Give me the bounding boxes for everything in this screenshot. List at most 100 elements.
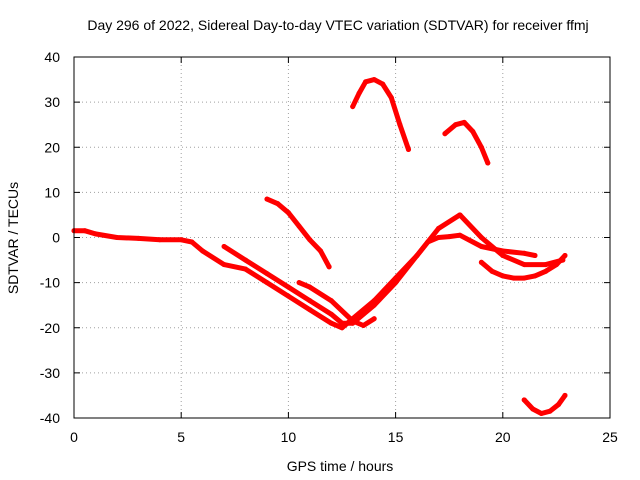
data-point <box>470 128 476 134</box>
data-point <box>264 196 270 202</box>
data-point <box>489 268 495 274</box>
data-point <box>521 262 527 268</box>
data-point <box>264 271 270 277</box>
data-point <box>453 122 459 128</box>
data-point <box>114 235 120 240</box>
data-point <box>532 273 538 279</box>
data-point <box>478 259 484 265</box>
data-point <box>500 253 506 259</box>
data-point <box>178 237 184 243</box>
data-point <box>328 320 334 326</box>
data-point <box>562 392 568 398</box>
data-point <box>307 284 313 290</box>
data-point <box>485 160 491 166</box>
data-point <box>350 318 356 324</box>
data-point <box>553 262 559 268</box>
data-point <box>543 262 549 268</box>
data-point <box>307 237 313 243</box>
data-point <box>285 293 291 299</box>
x-tick-label: 5 <box>177 429 185 445</box>
series-layer <box>71 77 568 416</box>
series-line-arc-3 <box>264 196 332 270</box>
data-point <box>530 406 536 412</box>
y-tick-label: -40 <box>40 410 60 426</box>
data-point <box>562 253 568 259</box>
data-point <box>189 239 195 245</box>
data-point <box>307 307 313 313</box>
data-point <box>393 280 399 286</box>
data-point <box>556 401 562 407</box>
data-point <box>532 253 538 259</box>
data-point <box>285 284 291 290</box>
data-point <box>339 320 345 326</box>
y-tick-label: 0 <box>52 230 60 246</box>
data-point <box>478 144 484 150</box>
data-point <box>380 81 386 87</box>
data-point <box>371 316 377 322</box>
series-line-arc-6 <box>442 119 491 166</box>
data-point <box>511 275 517 281</box>
data-point <box>285 210 291 216</box>
y-tick-label: -20 <box>40 320 60 336</box>
data-point <box>135 235 141 241</box>
data-point <box>371 302 377 308</box>
chart-title: Day 296 of 2022, Sidereal Day-to-day VTE… <box>87 17 588 33</box>
data-point <box>371 77 377 83</box>
data-point <box>478 235 484 240</box>
y-axis-label: SDTVAR / TECUs <box>5 182 21 294</box>
data-point <box>405 147 411 153</box>
data-point <box>446 234 452 240</box>
data-point <box>457 232 463 238</box>
data-point <box>457 212 463 218</box>
series-line-arc-5 <box>350 77 411 152</box>
series-line-arc-1 <box>71 228 538 331</box>
data-point <box>356 90 362 96</box>
data-point <box>243 257 249 263</box>
data-point <box>521 250 527 256</box>
data-point <box>478 244 484 250</box>
data-point <box>200 248 206 254</box>
data-point <box>360 322 366 328</box>
y-tick-label: 40 <box>44 49 60 65</box>
data-point <box>339 325 345 331</box>
y-tick-label: -30 <box>40 365 60 381</box>
x-axis-label: GPS time / hours <box>287 458 394 474</box>
x-tick-label: 25 <box>602 429 618 445</box>
data-point <box>388 95 394 101</box>
data-point <box>397 122 403 128</box>
x-tick-label: 15 <box>388 429 404 445</box>
data-point <box>414 253 420 259</box>
data-point <box>296 280 302 286</box>
y-tick-label: 10 <box>44 184 60 200</box>
data-point <box>442 131 448 137</box>
data-point <box>318 248 324 254</box>
data-point <box>157 237 163 243</box>
data-point <box>326 264 332 270</box>
data-point <box>92 231 98 237</box>
data-point <box>264 280 270 286</box>
data-point <box>521 397 527 403</box>
data-point <box>221 244 227 250</box>
y-tick-label: 20 <box>44 139 60 155</box>
data-point <box>221 262 227 268</box>
x-tick-label: 0 <box>70 429 78 445</box>
y-tick-label: 30 <box>44 94 60 110</box>
data-point <box>521 275 527 281</box>
data-point <box>547 408 553 414</box>
data-point <box>543 268 549 274</box>
data-point <box>307 298 313 304</box>
data-point <box>435 225 441 231</box>
x-tick-label: 10 <box>281 429 297 445</box>
data-point <box>328 311 334 317</box>
data-point <box>435 235 441 240</box>
data-point <box>363 79 369 85</box>
series-line-arc-2 <box>221 212 566 326</box>
data-point <box>243 266 249 272</box>
data-point <box>275 201 281 207</box>
y-tick-label: -10 <box>40 275 60 291</box>
data-point <box>328 298 334 304</box>
data-point <box>350 104 356 110</box>
data-point <box>500 273 506 279</box>
axis-ticks: 0 5 10 15 20 25 -40 -30 -20 -10 0 10 20 30 40 <box>40 49 618 445</box>
